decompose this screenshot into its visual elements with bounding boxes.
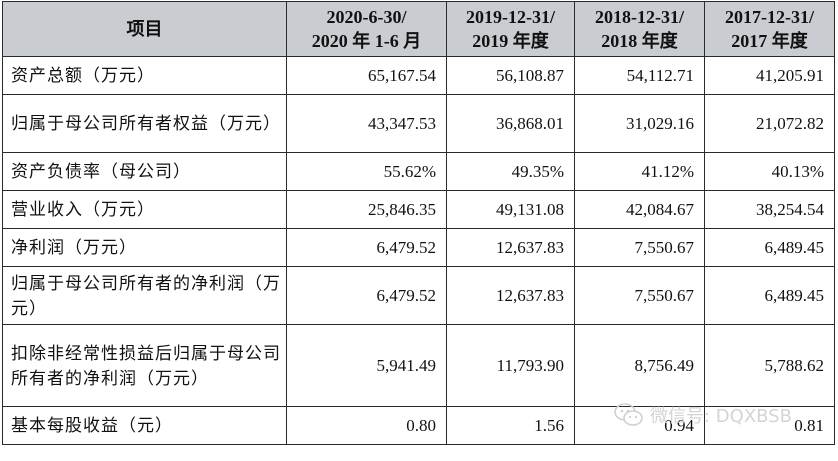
- header-item: 项目: [2, 1, 287, 57]
- cell-value: 56,108.87: [446, 56, 575, 95]
- table-row: 归属于母公司所有者权益（万元） 43,347.53 36,868.01 31,0…: [2, 94, 835, 153]
- row-label: 基本每股收益（元）: [2, 406, 287, 445]
- row-label: 归属于母公司所有者权益（万元）: [2, 94, 287, 153]
- cell-value: 41,205.91: [704, 56, 835, 95]
- header-2018: 2018-12-31/ 2018 年度: [574, 1, 705, 57]
- table-row: 基本每股收益（元） 0.80 1.56 0.94 0.81: [2, 406, 835, 445]
- cell-value: 55.62%: [286, 152, 447, 191]
- cell-value: 12,637.83: [446, 266, 575, 325]
- cell-value: 49,131.08: [446, 190, 575, 229]
- row-label: 净利润（万元）: [2, 228, 287, 267]
- cell-value: 36,868.01: [446, 94, 575, 153]
- header-row: 项目 2020-6-30/ 2020 年 1-6 月 2019-12-31/ 2…: [2, 1, 835, 57]
- cell-value: 31,029.16: [574, 94, 705, 153]
- cell-value: 1.56: [446, 406, 575, 445]
- cell-value: 6,489.45: [704, 228, 835, 267]
- cell-value: 0.80: [286, 406, 447, 445]
- header-2020-h1: 2020-6-30/ 2020 年 1-6 月: [286, 1, 447, 57]
- cell-value: 41.12%: [574, 152, 705, 191]
- table-row: 扣除非经常性损益后归属于母公司所有者的净利润（万元） 5,941.49 11,7…: [2, 324, 835, 407]
- row-label: 资产负债率（母公司）: [2, 152, 287, 191]
- cell-value: 6,479.52: [286, 228, 447, 267]
- cell-value: 54,112.71: [574, 56, 705, 95]
- cell-value: 11,793.90: [446, 324, 575, 407]
- row-label: 营业收入（万元）: [2, 190, 287, 229]
- row-label: 资产总额（万元）: [2, 56, 287, 95]
- cell-value: 7,550.67: [574, 266, 705, 325]
- table-row: 营业收入（万元） 25,846.35 49,131.08 42,084.67 3…: [2, 190, 835, 229]
- cell-value: 21,072.82: [704, 94, 835, 153]
- cell-value: 5,941.49: [286, 324, 447, 407]
- header-2017: 2017-12-31/ 2017 年度: [704, 1, 835, 57]
- table-row: 资产总额（万元） 65,167.54 56,108.87 54,112.71 4…: [2, 56, 835, 95]
- cell-value: 7,550.67: [574, 228, 705, 267]
- cell-value: 0.81: [704, 406, 835, 445]
- table-row: 净利润（万元） 6,479.52 12,637.83 7,550.67 6,48…: [2, 228, 835, 267]
- cell-value: 38,254.54: [704, 190, 835, 229]
- financial-summary-table: 项目 2020-6-30/ 2020 年 1-6 月 2019-12-31/ 2…: [2, 1, 835, 445]
- cell-value: 49.35%: [446, 152, 575, 191]
- cell-value: 40.13%: [704, 152, 835, 191]
- row-label: 扣除非经常性损益后归属于母公司所有者的净利润（万元）: [2, 324, 287, 407]
- cell-value: 6,479.52: [286, 266, 447, 325]
- table-row: 归属于母公司所有者的净利润（万元） 6,479.52 12,637.83 7,5…: [2, 266, 835, 325]
- cell-value: 43,347.53: [286, 94, 447, 153]
- cell-value: 65,167.54: [286, 56, 447, 95]
- cell-value: 0.94: [574, 406, 705, 445]
- cell-value: 6,489.45: [704, 266, 835, 325]
- cell-value: 12,637.83: [446, 228, 575, 267]
- cell-value: 25,846.35: [286, 190, 447, 229]
- cell-value: 42,084.67: [574, 190, 705, 229]
- cell-value: 5,788.62: [704, 324, 835, 407]
- header-2019: 2019-12-31/ 2019 年度: [446, 1, 575, 57]
- row-label: 归属于母公司所有者的净利润（万元）: [2, 266, 287, 325]
- table-row: 资产负债率（母公司） 55.62% 49.35% 41.12% 40.13%: [2, 152, 835, 191]
- cell-value: 8,756.49: [574, 324, 705, 407]
